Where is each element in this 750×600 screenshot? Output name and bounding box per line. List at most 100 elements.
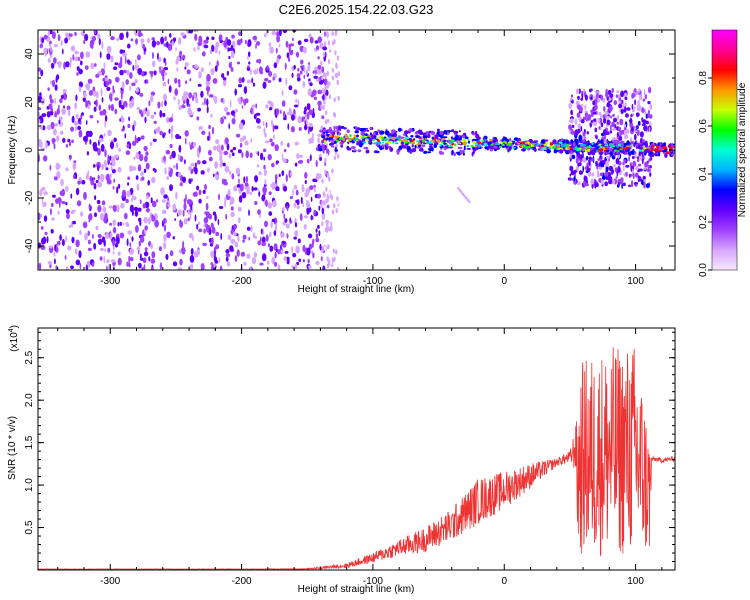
noise-blob [97, 33, 101, 40]
noise-blob [317, 224, 320, 229]
noise-blob [81, 112, 84, 116]
noise-blob [302, 46, 307, 54]
noise-blob [136, 107, 140, 111]
noise-blob [132, 64, 135, 71]
noise-blob [226, 261, 231, 267]
line-blob-core [617, 143, 621, 147]
noise-blob [153, 111, 156, 115]
noise-blob [60, 94, 64, 100]
noise-blob [285, 174, 288, 183]
burst-blob [639, 131, 644, 138]
noise-blob [54, 244, 57, 252]
noise-blob [95, 179, 99, 184]
noise-blob [243, 261, 247, 266]
noise-blob [320, 125, 323, 131]
line-blob-core [499, 141, 503, 145]
noise-blob [162, 217, 167, 224]
noise-blob [47, 260, 53, 265]
noise-blob [248, 209, 250, 216]
burst-blob [600, 162, 604, 167]
noise-blob [323, 41, 327, 47]
noise-blob [109, 222, 112, 226]
noise-blob [52, 79, 55, 88]
line-blob-outer [636, 146, 641, 149]
line-blob-core [359, 136, 364, 138]
noise-blob [336, 55, 340, 61]
noise-blob [311, 132, 314, 139]
noise-blob [159, 262, 163, 270]
line-blob-outer [372, 132, 376, 136]
noise-blob [251, 104, 256, 108]
line-blob-outer [351, 146, 355, 149]
noise-blob [202, 160, 207, 165]
burst-blob [574, 118, 578, 126]
line-blob-outer [354, 130, 359, 134]
noise-blob [211, 237, 214, 245]
line-blob-core [558, 141, 563, 144]
line-blob-core [439, 144, 442, 147]
noise-blob [211, 226, 216, 234]
noise-blob [95, 225, 99, 231]
line-blob-core [592, 146, 595, 149]
burst-blob [570, 130, 576, 135]
line-blob-core [489, 139, 493, 142]
chart-title: C2E6.2025.154.22.03.G23 [279, 2, 434, 17]
noise-blob [307, 128, 310, 135]
line-blob-core [602, 146, 606, 150]
noise-blob [319, 76, 322, 82]
line-blob-outer [472, 133, 476, 136]
noise-blob [114, 97, 119, 101]
line-blob-outer [463, 132, 467, 136]
line-blob-core [531, 142, 536, 145]
noise-blob [261, 241, 266, 247]
noise-blob [112, 226, 117, 234]
noise-blob [280, 250, 284, 254]
line-blob-core [368, 140, 372, 143]
noise-blob [335, 249, 338, 255]
noise-blob [212, 145, 218, 151]
noise-blob [129, 165, 133, 172]
noise-blob [229, 99, 232, 108]
burst-blob [620, 90, 625, 98]
burst-blob [584, 94, 588, 101]
noise-blob [124, 212, 128, 220]
noise-blob [162, 209, 165, 214]
line-blob-core [566, 146, 570, 149]
line-blob-outer [630, 150, 634, 155]
noise-blob [212, 173, 215, 177]
noise-blob [208, 156, 213, 162]
noise-blob [249, 267, 252, 270]
noise-blob [310, 214, 313, 221]
line-blob-outer [365, 149, 370, 154]
noise-blob [47, 87, 50, 91]
noise-blob [172, 203, 177, 212]
noise-blob [100, 173, 105, 182]
noise-blob [145, 107, 148, 112]
line-blob-core [578, 147, 582, 150]
line-blob-outer [422, 132, 427, 136]
burst-blob [596, 173, 600, 178]
noise-blob [312, 89, 317, 96]
line-blob-core [672, 145, 675, 148]
line-blob-outer [672, 143, 675, 146]
noise-blob [126, 238, 129, 246]
noise-blob [315, 172, 321, 181]
line-blob-core [449, 141, 453, 145]
noise-blob [263, 164, 266, 170]
noise-blob [93, 106, 97, 112]
noise-blob [306, 247, 311, 256]
noise-blob [263, 156, 266, 161]
noise-blob [129, 103, 131, 107]
line-blob-core [442, 139, 447, 142]
noise-blob [85, 130, 91, 138]
noise-blob [231, 118, 236, 125]
noise-blob [291, 72, 294, 78]
noise-blob [178, 249, 182, 254]
noise-blob [126, 31, 129, 39]
noise-blob [206, 106, 209, 114]
noise-blob [331, 67, 335, 73]
noise-blob [94, 146, 98, 152]
line-blob-outer [493, 145, 498, 149]
noise-blob [60, 178, 64, 187]
burst-blob [569, 173, 572, 177]
